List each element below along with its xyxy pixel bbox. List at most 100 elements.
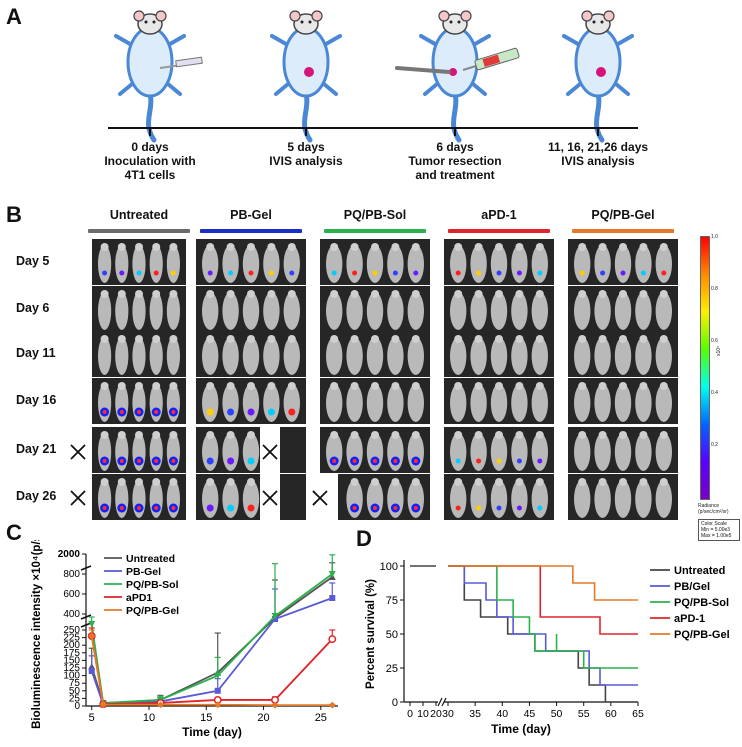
series-line [448,565,638,601]
mouse-image [202,337,219,375]
data-point [99,701,107,709]
mouse-image [346,384,363,422]
mouse-image [511,337,528,375]
tumor-signal [496,458,502,464]
mouse-illustration [272,11,340,140]
mouse-image [470,433,487,471]
mouse-image [531,433,548,471]
survival-curve-chart: 0 25 50 75 100 0 10 20 30 35 40 45 50 55 60 65 Time (day… [365,560,730,736]
mouse-image [655,245,672,283]
series-line [90,635,333,706]
mouse-image [635,292,652,330]
mouse-image [407,245,424,283]
y-tick-label: 100 [63,671,80,682]
mouse-image [326,384,343,422]
mouse-image [655,480,672,518]
x-axis-label: Time (day) [491,722,551,736]
y-tick-label: 0 [74,701,80,712]
bioluminescence-line-chart: 0255075100125150175200225250400600800200… [31,540,338,739]
tumor-signal [248,270,254,276]
tumor-signal [136,270,142,276]
tumor-signal [119,270,125,276]
tumor-signal [392,270,398,276]
mouse-image [470,384,487,422]
y-tick-label: 25 [69,693,81,704]
mouse-image [490,245,508,283]
y-tick-label: 200 [63,640,80,651]
tumor-signal [476,505,482,511]
mouse-image [242,480,260,518]
mouse-image [614,337,632,375]
mouse-image [614,245,632,283]
mouse-image [490,480,508,518]
mouse-image [132,245,146,283]
mouse-image [166,292,180,330]
mouse-image [366,384,384,422]
mouse-image [614,433,632,471]
timeline-label-0: 0 days Inoculation with 4T1 cells [104,140,196,182]
mouse-image [614,480,632,518]
group-label: PB-Gel [230,208,272,222]
mouse-image [115,292,129,330]
mouse-image [115,337,129,375]
tumor-signal [661,270,667,276]
mouse-image [490,384,508,422]
mouse-image [242,292,260,330]
data-point [271,701,279,709]
data-point [214,672,222,680]
mouse-image [511,480,528,518]
mouse-image [574,384,591,422]
mouse-image [222,384,239,422]
data-point [328,571,336,578]
tumor-signal [516,270,522,276]
mouse-image [263,384,280,422]
tumor-signal [600,270,606,276]
mouse-image [594,245,611,283]
y-tick-label: 75 [69,678,81,689]
day-label: Day 16 [16,393,57,407]
mouse-image [387,337,404,375]
group-color-bar [324,229,426,233]
tumor-signal [413,270,419,276]
tumor-signal [227,504,235,512]
mouse-image [222,292,239,330]
x-tick-label: 10 [417,708,429,720]
mouse-image [655,292,672,330]
legend-label: Untreated [126,553,175,565]
y-tick-label: 175 [63,648,80,659]
tumor-signal [372,270,378,276]
mouse-image [531,292,548,330]
mouse-image [263,245,280,283]
mouse-image [470,245,487,283]
data-point [328,635,337,644]
tumor-signal [267,408,275,416]
tumor-signal [455,505,461,511]
data-point [88,668,95,675]
group-label: PQ/PB-Sol [343,208,407,222]
y-tick-label: 125 [63,663,80,674]
x-tick-label: 15 [200,712,212,724]
tumor-signal [228,270,234,276]
group-label: PQ/PB-Gel [591,208,655,222]
x-tick-label: 20 [257,712,269,724]
data-point [156,701,164,709]
tumor-signal [579,270,585,276]
mouse-image [202,292,219,330]
mouse-image [635,245,652,283]
data-point [328,701,336,709]
mouse-image [635,337,652,375]
tumor-signal [476,458,482,464]
mouse-image [149,245,163,283]
day-label: Day 26 [16,489,57,503]
mouse-image [594,384,611,422]
mouse-image [263,292,280,330]
mouse-image [450,245,467,283]
y-axis-label: Percent survival (%) [365,579,377,689]
day-label: Day 5 [16,254,50,268]
tumor-signal [331,270,337,276]
colorbar-tick: 0.4 [711,390,718,396]
y-tick-label: 0 [392,697,398,709]
legend-label: Untreated [674,565,725,577]
group-color-bar [572,229,674,233]
mouse-image [132,337,146,375]
